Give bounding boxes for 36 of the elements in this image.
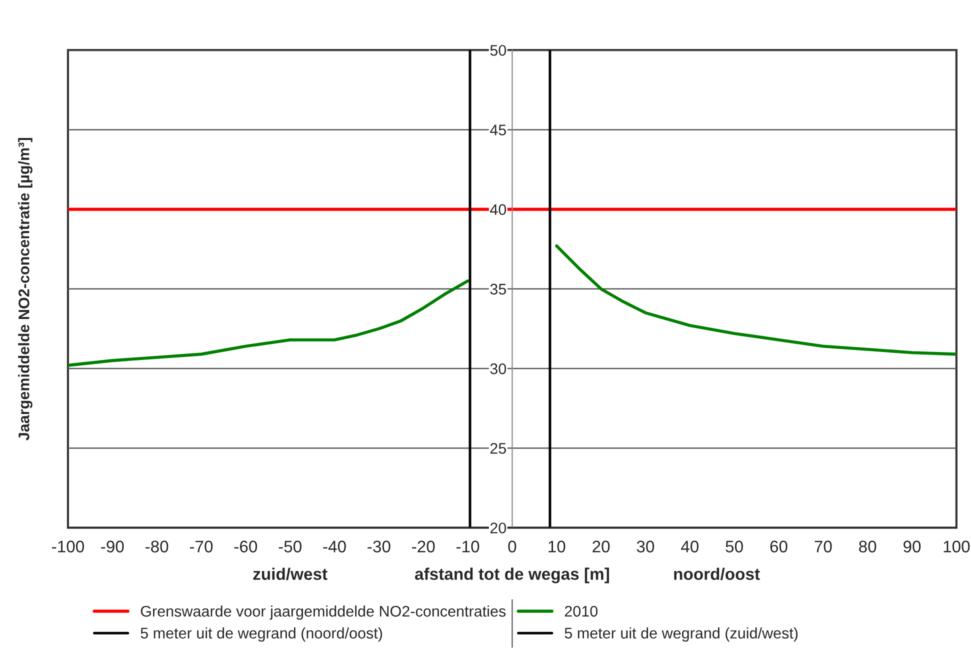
x-tick-label: 50 bbox=[726, 540, 743, 552]
x-tick-label: -10 bbox=[456, 540, 480, 552]
x-tick-label: -40 bbox=[323, 540, 346, 552]
y-tick-label: 20 bbox=[490, 522, 506, 534]
legend-label: 5 meter uit de wegrand (zuid/west) bbox=[564, 627, 798, 642]
y-tick-label: 35 bbox=[490, 284, 506, 295]
x-tick-label: -20 bbox=[412, 540, 435, 552]
legend-label: Grenswaarde voor jaargemiddelde NO2-concentraties bbox=[140, 605, 506, 620]
x-tick-label: 40 bbox=[681, 540, 699, 552]
x-tick-label: 60 bbox=[770, 540, 788, 552]
y-tick-label: 40 bbox=[490, 204, 506, 215]
x-tick-label: 30 bbox=[636, 540, 654, 552]
legend-label: 2010 bbox=[564, 606, 598, 617]
y-axis-title: Jaargemiddelde NO2-concentratie [µg/m³] bbox=[18, 138, 32, 440]
x-tick-label: 20 bbox=[592, 540, 610, 552]
x-tick-label: 0 bbox=[508, 540, 516, 552]
y-tick-label: 45 bbox=[490, 124, 506, 136]
x-tick-label: 70 bbox=[814, 540, 832, 552]
x-tick-label: 100 bbox=[944, 540, 970, 552]
x-tick-label: -90 bbox=[101, 540, 124, 552]
x-tick-label: 90 bbox=[904, 540, 921, 552]
text: noord/oost bbox=[674, 568, 760, 580]
legend-label: 5 meter uit de wegrand (noord/oost) bbox=[140, 627, 382, 642]
x-tick-label: -30 bbox=[368, 540, 390, 552]
x-tick-label: -100 bbox=[52, 540, 84, 552]
x-tick-label: -70 bbox=[190, 540, 213, 552]
text: zuid/west bbox=[253, 568, 328, 580]
x-tick-label: 10 bbox=[548, 540, 566, 552]
y-tick-label: 50 bbox=[490, 44, 506, 56]
x-tick-label: -50 bbox=[278, 540, 302, 552]
y-tick-label: 25 bbox=[490, 442, 506, 454]
x-axis-title: afstand tot de wegas [m] bbox=[415, 568, 609, 584]
y-tick-label: 30 bbox=[490, 363, 506, 374]
x-tick-label: -80 bbox=[146, 540, 168, 552]
x-tick-label: -60 bbox=[234, 540, 258, 552]
x-tick-label: 80 bbox=[859, 540, 876, 552]
